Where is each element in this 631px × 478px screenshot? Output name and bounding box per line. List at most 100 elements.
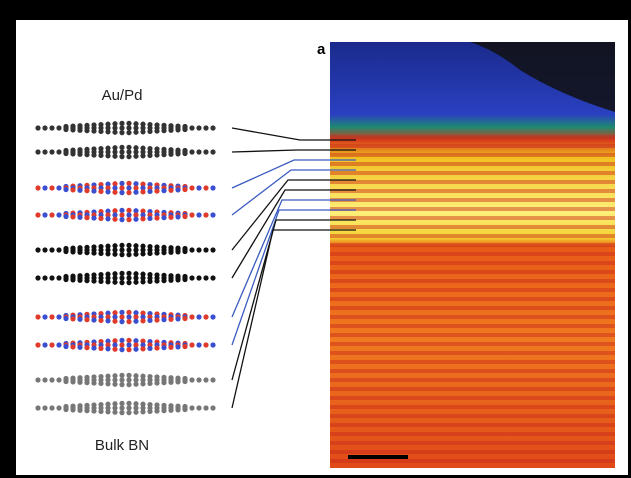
atom — [126, 212, 131, 217]
atom — [126, 185, 131, 190]
atom — [119, 243, 124, 248]
atom — [42, 149, 47, 154]
atom — [49, 149, 54, 154]
atom — [196, 247, 201, 252]
atom — [105, 153, 110, 158]
atom — [119, 185, 124, 190]
atom — [112, 410, 117, 415]
atom — [161, 345, 166, 350]
atom — [77, 345, 82, 350]
atom — [77, 215, 82, 220]
atom — [63, 277, 68, 282]
atom — [119, 275, 124, 280]
atom — [70, 214, 75, 219]
atom — [112, 190, 117, 195]
atom — [189, 185, 194, 190]
scale-bar — [348, 455, 408, 459]
atom — [98, 129, 103, 134]
atom — [133, 252, 138, 257]
atom — [49, 377, 54, 382]
atom — [105, 409, 110, 414]
atom — [49, 212, 54, 217]
atom — [119, 121, 124, 126]
atom — [119, 154, 124, 159]
atom — [49, 247, 54, 252]
atom — [119, 338, 124, 343]
atom — [154, 250, 159, 255]
atom — [210, 125, 215, 130]
atom — [119, 310, 124, 315]
atom — [140, 251, 145, 256]
atom — [98, 318, 103, 323]
atom — [189, 342, 194, 347]
atom — [112, 217, 117, 222]
atom — [35, 149, 40, 154]
atom — [126, 154, 131, 159]
atom — [203, 377, 208, 382]
atom — [182, 277, 187, 282]
atom — [84, 152, 89, 157]
atom — [182, 151, 187, 156]
atom — [182, 344, 187, 349]
atom — [210, 405, 215, 410]
atom — [189, 314, 194, 319]
atom — [203, 275, 208, 280]
atom — [119, 401, 124, 406]
atom — [210, 314, 215, 319]
atom — [203, 405, 208, 410]
atom — [168, 380, 173, 385]
atom — [98, 409, 103, 414]
atom — [91, 408, 96, 413]
atom — [126, 342, 131, 347]
atom — [168, 278, 173, 283]
atom — [35, 125, 40, 130]
atom — [154, 317, 159, 322]
atom — [70, 151, 75, 156]
atom — [56, 377, 61, 382]
atom — [42, 247, 47, 252]
atom — [70, 249, 75, 254]
atom — [210, 247, 215, 252]
atom — [168, 215, 173, 220]
atom — [112, 382, 117, 387]
atom — [49, 185, 54, 190]
atom — [98, 251, 103, 256]
atom — [140, 318, 145, 323]
atom — [70, 344, 75, 349]
panel-label: a — [317, 41, 326, 58]
atom — [196, 125, 201, 130]
atom — [140, 279, 145, 284]
atom — [98, 216, 103, 221]
atom — [126, 373, 131, 378]
atom — [175, 407, 180, 412]
atom — [49, 275, 54, 280]
atom — [196, 275, 201, 280]
atom — [196, 185, 201, 190]
atom — [147, 216, 152, 221]
atom — [147, 381, 152, 386]
atom — [210, 377, 215, 382]
atom — [35, 314, 40, 319]
atom — [126, 280, 131, 285]
atom — [182, 187, 187, 192]
atom — [119, 130, 124, 135]
atom — [119, 125, 124, 130]
atom — [112, 130, 117, 135]
atom — [182, 214, 187, 219]
atom — [119, 373, 124, 378]
atom — [119, 149, 124, 154]
atom — [126, 314, 131, 319]
atom — [147, 251, 152, 256]
atom — [70, 379, 75, 384]
atom — [119, 280, 124, 285]
atom — [91, 278, 96, 283]
atom — [126, 145, 131, 150]
bottom-label: Bulk BN — [95, 437, 149, 454]
atom — [175, 187, 180, 192]
atom — [168, 345, 173, 350]
atom — [70, 187, 75, 192]
atom — [203, 185, 208, 190]
atom — [133, 319, 138, 324]
tem-image — [330, 42, 615, 468]
atom — [203, 342, 208, 347]
